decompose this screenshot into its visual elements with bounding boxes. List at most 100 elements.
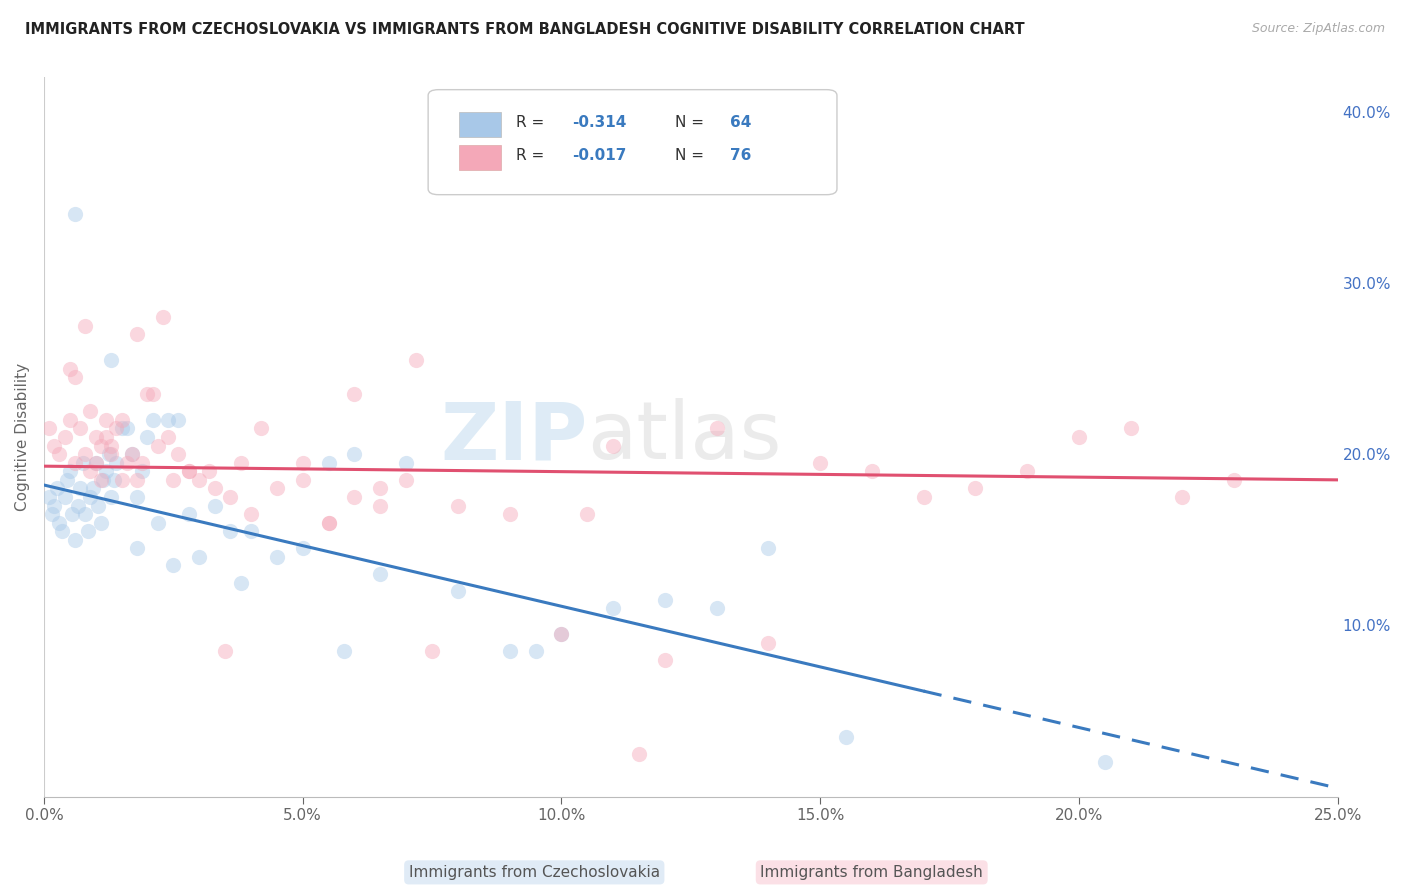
Point bbox=[291, 473, 314, 487]
Point bbox=[167, 447, 190, 461]
Point bbox=[125, 327, 148, 342]
Point bbox=[79, 404, 101, 418]
Point bbox=[318, 456, 340, 470]
Point bbox=[229, 575, 252, 590]
FancyBboxPatch shape bbox=[429, 90, 837, 194]
Point bbox=[395, 456, 418, 470]
Point bbox=[97, 447, 120, 461]
Point bbox=[343, 387, 366, 401]
Point bbox=[79, 464, 101, 478]
Point bbox=[146, 516, 169, 530]
Point bbox=[912, 490, 935, 504]
Point bbox=[167, 413, 190, 427]
Point bbox=[177, 507, 200, 521]
Point bbox=[498, 507, 520, 521]
Point bbox=[51, 524, 73, 539]
Point bbox=[188, 549, 211, 564]
Point bbox=[204, 499, 226, 513]
Text: ZIP: ZIP bbox=[440, 398, 588, 476]
Text: N =: N = bbox=[675, 115, 709, 130]
Point bbox=[343, 490, 366, 504]
Point bbox=[291, 456, 314, 470]
Point bbox=[131, 464, 153, 478]
Point bbox=[343, 447, 366, 461]
Point bbox=[239, 507, 262, 521]
Point bbox=[550, 627, 572, 641]
Point bbox=[79, 490, 101, 504]
Point bbox=[84, 456, 107, 470]
Point bbox=[100, 353, 122, 368]
Point bbox=[602, 439, 624, 453]
Point bbox=[93, 473, 115, 487]
Point bbox=[44, 499, 66, 513]
Text: -0.314: -0.314 bbox=[572, 115, 626, 130]
Point bbox=[105, 421, 128, 435]
Text: -0.017: -0.017 bbox=[572, 148, 626, 163]
Point bbox=[1223, 473, 1246, 487]
Point bbox=[142, 387, 165, 401]
Point bbox=[808, 456, 831, 470]
Point bbox=[94, 430, 117, 444]
Point bbox=[60, 507, 83, 521]
Point bbox=[318, 516, 340, 530]
Text: R =: R = bbox=[516, 148, 550, 163]
Point bbox=[266, 549, 288, 564]
Point bbox=[103, 473, 125, 487]
Point bbox=[152, 310, 174, 325]
Point bbox=[146, 439, 169, 453]
Point bbox=[965, 482, 987, 496]
Point bbox=[100, 447, 122, 461]
Point bbox=[131, 456, 153, 470]
Point bbox=[162, 558, 184, 573]
Point bbox=[602, 601, 624, 615]
Point bbox=[405, 353, 427, 368]
Point bbox=[498, 644, 520, 658]
Point bbox=[90, 516, 112, 530]
Point bbox=[162, 473, 184, 487]
Point bbox=[48, 447, 70, 461]
Text: Immigrants from Bangladesh: Immigrants from Bangladesh bbox=[761, 865, 983, 880]
Point bbox=[77, 524, 100, 539]
Point bbox=[110, 421, 132, 435]
Point bbox=[1119, 421, 1142, 435]
Point bbox=[121, 447, 143, 461]
Point bbox=[75, 447, 97, 461]
Point bbox=[75, 507, 97, 521]
Point bbox=[63, 207, 86, 221]
Point bbox=[835, 730, 858, 744]
Point bbox=[53, 430, 76, 444]
Text: R =: R = bbox=[516, 115, 550, 130]
Point bbox=[204, 482, 226, 496]
Point bbox=[100, 439, 122, 453]
Point bbox=[706, 421, 728, 435]
Point bbox=[1094, 756, 1116, 770]
Point bbox=[75, 318, 97, 333]
Point bbox=[136, 430, 159, 444]
Point bbox=[177, 464, 200, 478]
Point bbox=[368, 482, 391, 496]
Point bbox=[63, 456, 86, 470]
Point bbox=[38, 490, 60, 504]
Point bbox=[110, 473, 132, 487]
Point bbox=[291, 541, 314, 556]
Point bbox=[177, 464, 200, 478]
Point bbox=[239, 524, 262, 539]
Point bbox=[44, 439, 66, 453]
Text: IMMIGRANTS FROM CZECHOSLOVAKIA VS IMMIGRANTS FROM BANGLADESH COGNITIVE DISABILIT: IMMIGRANTS FROM CZECHOSLOVAKIA VS IMMIGR… bbox=[25, 22, 1025, 37]
Point bbox=[90, 439, 112, 453]
Point bbox=[447, 499, 470, 513]
Point bbox=[142, 413, 165, 427]
Point bbox=[94, 464, 117, 478]
Point bbox=[157, 430, 180, 444]
Point bbox=[157, 413, 180, 427]
Point bbox=[1171, 490, 1194, 504]
Text: Immigrants from Czechoslovakia: Immigrants from Czechoslovakia bbox=[409, 865, 659, 880]
Point bbox=[41, 507, 63, 521]
Text: N =: N = bbox=[675, 148, 709, 163]
FancyBboxPatch shape bbox=[460, 145, 501, 170]
Point bbox=[654, 592, 676, 607]
Point bbox=[121, 447, 143, 461]
Point bbox=[136, 387, 159, 401]
Y-axis label: Cognitive Disability: Cognitive Disability bbox=[15, 363, 30, 511]
Point bbox=[125, 490, 148, 504]
